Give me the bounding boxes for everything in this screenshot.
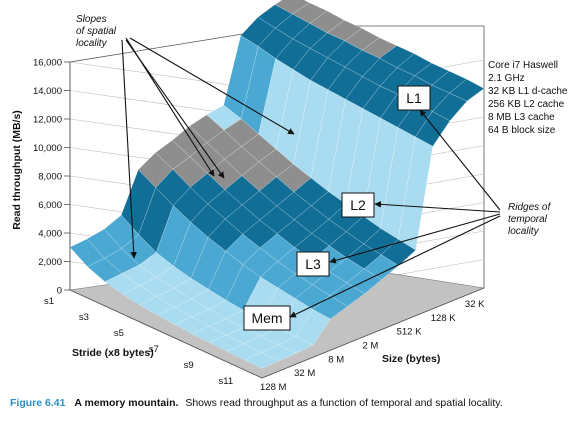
size-tick-label: 32 M xyxy=(294,368,315,379)
label-l1-text: L1 xyxy=(406,90,422,106)
caption-number: Figure 6.41 xyxy=(10,397,66,409)
spec-clock: 2.1 GHz xyxy=(488,73,525,84)
label-l1: L1 xyxy=(397,85,431,111)
slopes-line-1: Slopes xyxy=(76,14,107,25)
spec-l3: 8 MB L3 cache xyxy=(488,112,555,123)
size-axis-ticks: 128 M 32 M 8 M 2 M 512 K 128 K 32 K xyxy=(260,299,485,390)
size-tick-label: 8 M xyxy=(328,354,344,365)
y-axis-title: Read throughput (MB/s) xyxy=(11,110,23,230)
size-tick-label: 128 M xyxy=(260,382,286,390)
slopes-line-3: locality xyxy=(76,38,108,49)
ridges-annotation: Ridges of temporal locality xyxy=(508,202,551,237)
z-tick-label: 10,000 xyxy=(33,143,62,154)
memory-mountain-chart: 0 2,000 4,000 6,000 8,000 10,000 12,000 14,000 1… xyxy=(11,0,568,390)
size-axis-line xyxy=(261,287,485,379)
stride-axis-ticks: s1 s3 s5 s7 s9 s11 xyxy=(44,296,233,387)
spec-block: 64 B block size xyxy=(488,125,556,136)
stride-tick-label: s11 xyxy=(219,376,234,387)
size-tick-label: 2 M xyxy=(362,340,378,351)
ridge-arrow-l3 xyxy=(329,213,501,264)
caption-text: Shows read throughput as a function of t… xyxy=(185,397,503,409)
stride-axis-title: Stride (x8 bytes) xyxy=(72,347,154,359)
surface-cell xyxy=(244,352,280,369)
size-tick-label: 512 K xyxy=(397,327,422,338)
figure-caption: Figure 6.41 A memory mountain. Shows rea… xyxy=(10,397,580,409)
slope-arrow-4 xyxy=(125,37,215,177)
label-l3-text: L3 xyxy=(305,256,321,272)
z-axis-ticks: 0 2,000 4,000 6,000 8,000 10,000 12,000 14,000 1… xyxy=(33,58,70,297)
z-tick-label: 6,000 xyxy=(38,200,62,211)
stride-tick-label: s7 xyxy=(149,344,159,355)
stride-tick-label: s9 xyxy=(184,360,194,371)
ridges-line-2: temporal xyxy=(508,214,548,225)
size-tick-label: 128 K xyxy=(431,313,456,324)
spec-l1: 32 KB L1 d-cache xyxy=(488,86,568,97)
ridges-line-3: locality xyxy=(508,226,540,237)
label-l2: L2 xyxy=(341,192,375,218)
ridges-line-1: Ridges of xyxy=(508,202,551,213)
caption-title: A memory mountain. xyxy=(74,397,179,409)
size-axis-title: Size (bytes) xyxy=(382,353,440,365)
label-l2-text: L2 xyxy=(350,197,366,213)
ridge-arrow-mem xyxy=(289,215,501,318)
stride-tick-label: s3 xyxy=(79,312,89,323)
label-mem: Mem xyxy=(243,305,291,331)
throughput-surface xyxy=(69,0,485,369)
label-mem-text: Mem xyxy=(251,310,282,326)
stride-tick-label: s1 xyxy=(44,296,54,307)
spec-cpu: Core i7 Haswell xyxy=(488,60,558,71)
ridge-arrows xyxy=(289,109,501,318)
slopes-line-2: of spatial xyxy=(76,26,117,37)
slopes-annotation: Slopes of spatial locality xyxy=(76,14,117,49)
z-tick-label: 16,000 xyxy=(33,58,62,69)
spec-list: Core i7 Haswell 2.1 GHz 32 KB L1 d-cache… xyxy=(488,60,568,136)
size-tick-label: 32 K xyxy=(465,299,485,310)
z-tick-label: 0 xyxy=(57,286,62,297)
ridge-arrow-l2 xyxy=(374,201,501,213)
label-l3: L3 xyxy=(296,251,330,277)
spec-l2: 256 KB L2 cache xyxy=(488,99,565,110)
stride-axis-line xyxy=(69,289,263,379)
slope-arrow-3 xyxy=(129,37,295,135)
z-tick-label: 12,000 xyxy=(33,115,62,126)
slope-arrows xyxy=(121,37,295,259)
z-tick-label: 8,000 xyxy=(38,172,62,183)
z-tick-label: 14,000 xyxy=(33,86,62,97)
z-tick-label: 4,000 xyxy=(38,229,62,240)
ridge-arrow-l1 xyxy=(419,109,501,211)
z-tick-label: 2,000 xyxy=(38,257,62,268)
slope-arrow-1 xyxy=(121,39,137,259)
stride-tick-label: s5 xyxy=(114,328,124,339)
